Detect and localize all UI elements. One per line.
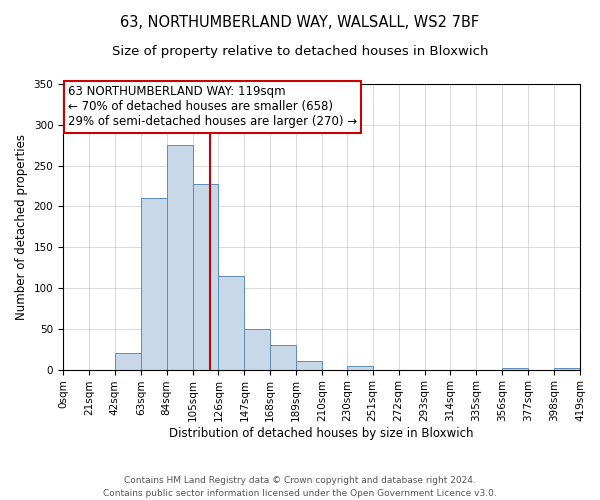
Bar — [244, 329, 271, 370]
Bar — [141, 198, 167, 370]
Bar — [167, 145, 193, 370]
Bar — [296, 362, 322, 370]
Bar — [502, 368, 528, 370]
Text: 63 NORTHUMBERLAND WAY: 119sqm
← 70% of detached houses are smaller (658)
29% of : 63 NORTHUMBERLAND WAY: 119sqm ← 70% of d… — [68, 86, 358, 128]
Text: Contains HM Land Registry data © Crown copyright and database right 2024.
Contai: Contains HM Land Registry data © Crown c… — [103, 476, 497, 498]
X-axis label: Distribution of detached houses by size in Bloxwich: Distribution of detached houses by size … — [169, 427, 474, 440]
Bar — [115, 354, 141, 370]
Bar — [347, 366, 373, 370]
Bar — [193, 184, 218, 370]
Text: 63, NORTHUMBERLAND WAY, WALSALL, WS2 7BF: 63, NORTHUMBERLAND WAY, WALSALL, WS2 7BF — [121, 15, 479, 30]
Bar — [218, 276, 244, 370]
Y-axis label: Number of detached properties: Number of detached properties — [15, 134, 28, 320]
Bar — [271, 345, 296, 370]
Bar — [554, 368, 580, 370]
Text: Size of property relative to detached houses in Bloxwich: Size of property relative to detached ho… — [112, 45, 488, 58]
